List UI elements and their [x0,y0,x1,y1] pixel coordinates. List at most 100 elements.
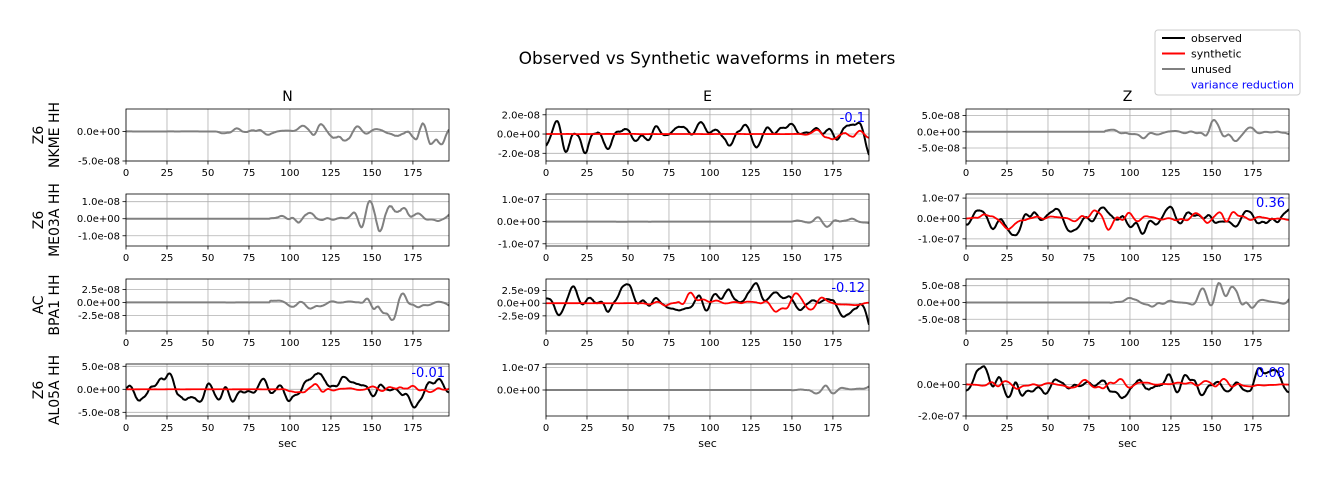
x-tick-label: 25 [161,168,174,179]
x-tick-label: 75 [663,338,676,349]
panel-e-3: 0 25 50 75 100 125 150 175 2.5e-09 0.0e+00-2.5e-0… [497,278,870,349]
x-tick-label: 125 [1161,423,1180,434]
x-tick-label: 125 [321,423,340,434]
y-tick-label: -5.0e-08 [78,157,120,168]
panel-n-1: 0 25 50 75 100 125 150 175 0.0e+00 -5.0e-08 [77,108,450,179]
x-tick-label: 0 [543,338,549,349]
synthetic-trace [126,383,449,394]
x-tick-label: 125 [321,253,340,264]
x-axis-label: sec [698,437,717,450]
variance-reduction-label: -0.1 [840,111,865,126]
x-tick-label: 25 [581,168,594,179]
panel-z-4: 0 25 50 75 100 125 150 175 0.0e+00 -2.0e-07 0.08 se… [917,363,1290,450]
unused-trace [546,384,869,395]
y-tick-label: 1.0e-08 [82,197,120,208]
variance-reduction-label: -0.01 [411,366,445,381]
x-tick-label: 150 [1202,423,1221,434]
unused-trace [966,118,1289,143]
x-tick-label: 150 [782,423,801,434]
x-tick-label: 25 [581,338,594,349]
y-tick-label: 0.0e+00 [77,385,120,396]
y-tick-label: 0.0e+00 [917,214,960,225]
axes-frame [545,278,870,332]
y-tick-label: 1.0e-07 [922,194,960,205]
axes-frame [125,108,450,162]
x-tick-label: 100 [280,423,299,434]
x-tick-label: 0 [543,423,549,434]
x-tick-label: 25 [581,423,594,434]
station-name-label: AL05A HH [47,355,63,425]
panel-z-2: 0 25 50 75 100 125 150 175 1.0e-07 0.0e+00 -1.0e-0… [917,194,1290,264]
x-tick-label: 100 [1120,168,1139,179]
y-tick-label: 1.0e-07 [502,363,540,374]
y-tick-label: -2.5e-08 [78,311,120,322]
x-tick-label: 25 [1001,168,1014,179]
panel-e-2: 0 25 50 75 100 125 150 175 1.0e-07 0.0e+00 -1.0e-0… [497,193,870,264]
x-tick-label: 175 [1243,338,1262,349]
x-tick-label: 150 [362,253,381,264]
x-tick-label: 75 [1083,423,1096,434]
y-tick-label: 2.0e-08 [502,110,540,121]
x-tick-label: 100 [700,338,719,349]
x-tick-label: 175 [403,338,422,349]
axes-frame [965,278,1290,332]
x-tick-label: 100 [700,423,719,434]
observed-trace [966,205,1289,237]
x-tick-label: 100 [700,253,719,264]
panel-e-4: 0 25 50 75 100 125 150 175 1.0e-07 0.0e+00 sec [497,363,870,450]
x-tick-label: 125 [1161,338,1180,349]
x-tick-label: 150 [362,338,381,349]
y-tick-label: 5.0e-08 [922,111,960,122]
axes-frame [965,108,1290,162]
trace-group [126,122,449,146]
axes-frame [125,193,450,247]
unused-trace [126,200,449,233]
station-network-label: AC [31,295,47,314]
x-tick-label: 25 [161,338,174,349]
x-tick-label: 50 [1042,423,1055,434]
x-tick-label: 0 [543,253,549,264]
x-tick-label: 150 [782,338,801,349]
trace-group [966,205,1289,237]
axes-frame [545,193,870,247]
x-axis-label: sec [278,437,297,450]
x-tick-label: 25 [161,423,174,434]
legend-entry: variance reduction [1191,79,1294,92]
unused-trace [546,216,869,228]
axes-frame [965,363,1290,417]
y-tick-label: 2.5e-09 [502,286,540,297]
x-tick-label: 50 [202,168,215,179]
y-tick-label: -2.0e-08 [498,149,540,160]
x-tick-label: 50 [622,253,635,264]
trace-group [546,120,869,156]
x-tick-label: 50 [202,423,215,434]
x-tick-label: 75 [243,423,256,434]
x-tick-label: 100 [280,168,299,179]
y-tick-label: 0.0e+00 [917,298,960,309]
x-tick-label: 50 [202,253,215,264]
station-name-label: NKME HH [47,102,63,168]
variance-reduction-label: 0.08 [1256,366,1285,381]
x-tick-label: 150 [1202,338,1221,349]
x-tick-label: 175 [823,423,842,434]
trace-group [966,365,1289,400]
x-tick-label: 150 [782,253,801,264]
y-tick-label: -2.0e-07 [918,412,960,423]
variance-reduction-label: -0.12 [831,281,865,296]
y-tick-label: 0.0e+00 [917,380,960,391]
x-tick-label: 0 [123,253,129,264]
legend-entry: synthetic [1191,48,1242,61]
x-tick-label: 75 [243,338,256,349]
x-tick-label: 0 [963,253,969,264]
x-tick-label: 150 [1202,253,1221,264]
x-tick-label: 25 [1001,423,1014,434]
x-tick-label: 175 [1243,253,1262,264]
x-tick-label: 100 [700,168,719,179]
x-tick-label: 75 [243,168,256,179]
x-tick-label: 75 [1083,253,1096,264]
x-tick-label: 100 [1120,423,1139,434]
x-tick-label: 175 [823,338,842,349]
y-tick-label: -5.0e-08 [78,408,120,419]
